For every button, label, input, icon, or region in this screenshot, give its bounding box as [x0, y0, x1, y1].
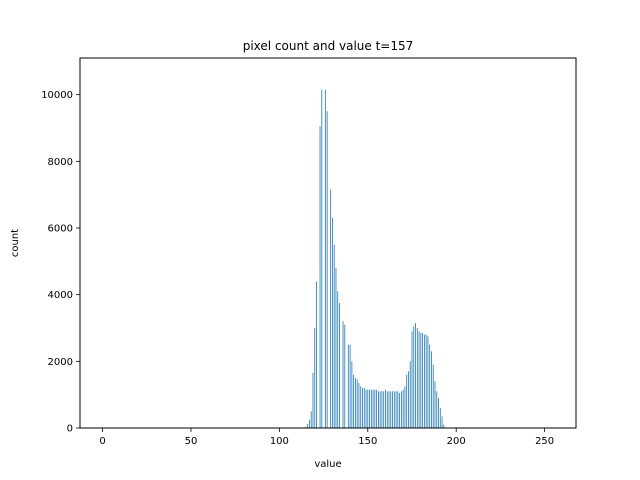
- bar-179: [418, 331, 420, 428]
- bar-186: [431, 351, 432, 428]
- bar-147: [362, 388, 363, 428]
- bar-118: [310, 411, 312, 428]
- x-tick-label: 100: [270, 436, 289, 447]
- bar-149: [365, 389, 367, 428]
- bar-188: [434, 381, 436, 428]
- y-tick-label: 0: [67, 424, 73, 435]
- bar-130: [332, 218, 333, 428]
- bar-134: [339, 303, 340, 428]
- bar-141: [351, 361, 353, 428]
- bar-117: [309, 419, 310, 428]
- bar-145: [358, 383, 360, 428]
- bar-180: [420, 333, 422, 428]
- bar-161: [386, 391, 388, 428]
- bar-160: [385, 389, 386, 428]
- bar-150: [367, 389, 369, 428]
- bar-176: [413, 326, 415, 428]
- bar-159: [383, 391, 385, 428]
- bar-174: [409, 361, 411, 428]
- bar-187: [432, 364, 434, 428]
- bar-152: [370, 389, 372, 428]
- bar-137: [344, 324, 346, 428]
- bar-173: [408, 371, 409, 428]
- bar-163: [390, 391, 392, 428]
- x-axis-label: value: [314, 459, 341, 470]
- bar-143: [355, 378, 356, 428]
- bar-148: [363, 388, 365, 428]
- bar-184: [427, 336, 429, 428]
- bar-116: [307, 424, 309, 428]
- bar-190: [438, 398, 439, 428]
- y-tick-label: 2000: [48, 357, 73, 368]
- bar-126: [324, 89, 326, 429]
- bar-191: [439, 408, 441, 428]
- x-tick-label: 0: [99, 436, 105, 447]
- bar-155: [376, 389, 378, 428]
- bar-136: [342, 321, 344, 428]
- bar-158: [381, 391, 383, 428]
- bar-183: [425, 334, 427, 428]
- x-tick-label: 150: [358, 436, 377, 447]
- x-tick-label: 250: [535, 436, 554, 447]
- bar-181: [422, 333, 423, 428]
- bar-165: [393, 391, 395, 428]
- y-axis-label: count: [10, 229, 21, 257]
- bar-193: [443, 424, 445, 428]
- ticks-group: 0 50 100 150 200 250 0 2000 4000 6000 8000 10000: [41, 90, 554, 447]
- x-tick-label: 200: [447, 436, 466, 447]
- plot-frame: [79, 57, 577, 429]
- bar-175: [411, 331, 413, 428]
- bar-153: [372, 389, 374, 428]
- bar-142: [353, 374, 355, 428]
- bar-169: [400, 391, 402, 428]
- bar-121: [316, 281, 317, 428]
- bar-154: [374, 389, 376, 428]
- bar-119: [312, 373, 314, 428]
- bar-131: [333, 244, 335, 428]
- bar-170: [402, 389, 404, 428]
- bar-172: [406, 374, 408, 428]
- bar-177: [415, 323, 416, 428]
- bar-168: [399, 393, 401, 428]
- bar-192: [441, 416, 443, 428]
- bar-151: [369, 389, 370, 428]
- y-tick-label: 4000: [48, 290, 73, 301]
- bar-189: [436, 391, 438, 428]
- x-tick-label: 50: [185, 436, 198, 447]
- bar-182: [423, 334, 425, 428]
- y-tick-label: 8000: [48, 157, 73, 168]
- chart-title: pixel count and value t=157: [243, 39, 414, 53]
- bar-166: [395, 391, 397, 428]
- bar-124: [321, 89, 323, 429]
- bar-157: [379, 391, 381, 428]
- bars-group: [305, 89, 445, 429]
- bar-144: [356, 379, 358, 428]
- bar-164: [392, 391, 393, 428]
- bar-156: [378, 391, 379, 428]
- bar-171: [404, 386, 406, 428]
- bar-185: [429, 344, 431, 428]
- bar-132: [335, 268, 337, 428]
- bar-146: [360, 386, 362, 428]
- bar-127: [326, 111, 328, 428]
- bar-115: [305, 426, 307, 428]
- bar-133: [337, 291, 339, 428]
- bar-129: [330, 189, 332, 428]
- y-tick-label: 6000: [48, 224, 73, 235]
- bar-123: [319, 126, 321, 428]
- bar-140: [349, 344, 351, 428]
- bar-178: [416, 328, 418, 428]
- bar-120: [314, 328, 316, 428]
- y-tick-label: 10000: [41, 90, 73, 101]
- bar-139: [347, 344, 349, 428]
- bar-167: [397, 391, 399, 428]
- bar-162: [388, 391, 390, 428]
